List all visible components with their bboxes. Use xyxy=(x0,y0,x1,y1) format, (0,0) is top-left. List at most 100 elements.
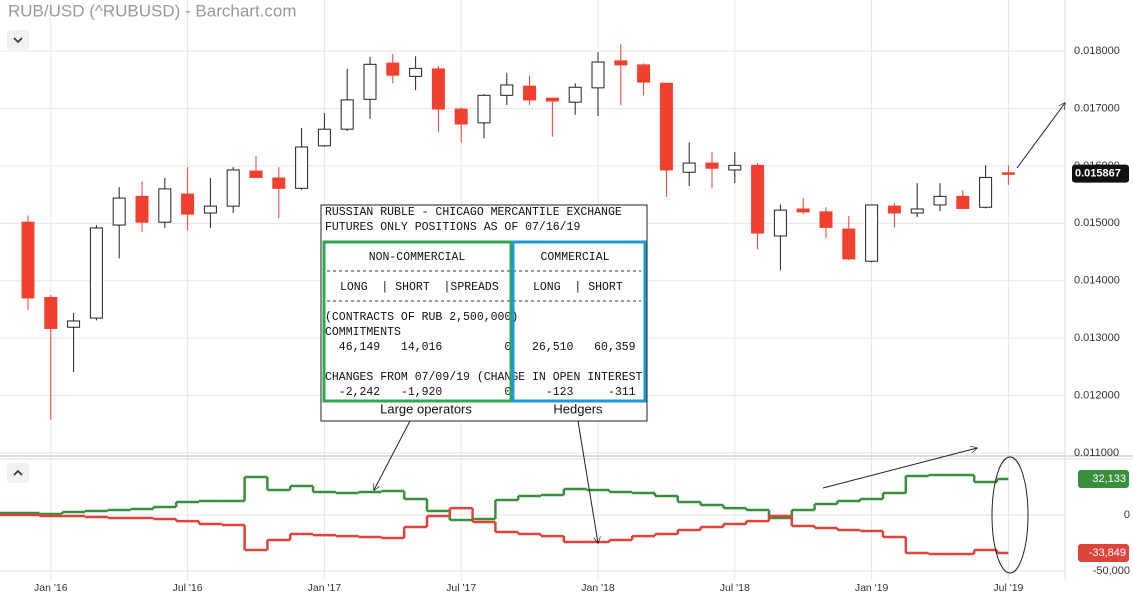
arrow xyxy=(577,420,598,543)
x-tick-label: Jul '17 xyxy=(446,582,476,593)
candle-body xyxy=(135,195,149,223)
report-body: (CONTRACTS OF RUB 2,500,000)COMMITMENTS … xyxy=(325,311,643,399)
last-value-badge xyxy=(1078,470,1129,489)
candle-body xyxy=(295,146,309,189)
report-line: COMMITMENTS xyxy=(325,326,401,339)
candle-body xyxy=(682,162,696,173)
candle-body xyxy=(591,61,605,89)
collapse-button[interactable] xyxy=(7,463,29,483)
last-value-label: 32,133 xyxy=(1092,473,1126,485)
chart-title: RUB/USD (^RUBUSD) - Barchart.com xyxy=(8,1,297,20)
candle-body xyxy=(226,169,240,207)
candle-body xyxy=(637,64,651,83)
report-line: -2,242 -1,920 0 -123 -311 xyxy=(325,386,636,399)
candle-body xyxy=(363,63,377,100)
candle-body xyxy=(500,84,514,96)
candle-body xyxy=(340,99,354,130)
x-tick-label: Jan '18 xyxy=(581,582,615,593)
annotations xyxy=(374,103,1065,574)
candle-body xyxy=(44,296,58,329)
chevron-icon xyxy=(13,37,23,44)
candle-body xyxy=(819,211,833,228)
chevron-icon xyxy=(13,469,23,476)
column-header: LONG | SHORT |SPREADS xyxy=(340,281,499,294)
candle-body xyxy=(409,67,423,77)
candle-body xyxy=(158,188,172,223)
last-value-badge xyxy=(1078,543,1129,562)
candle-body xyxy=(249,170,263,178)
group-label: Large operators xyxy=(380,401,472,416)
arrow xyxy=(1016,103,1065,169)
arrow xyxy=(374,420,411,490)
candle-body xyxy=(887,205,901,214)
y-tick-label: 0.015000 xyxy=(1074,217,1120,229)
candle-body xyxy=(431,68,445,110)
last-price-label: 0.015867 xyxy=(1075,167,1121,179)
last-price-badge xyxy=(1072,164,1129,183)
candle-body xyxy=(272,177,286,189)
report-line: CHANGES FROM 07/09/19 (CHANGE IN OPEN IN… xyxy=(325,371,643,384)
group-frame xyxy=(322,240,513,403)
candle-body xyxy=(933,195,947,206)
report-title: RUSSIAN RUBLE - CHICAGO MERCANTILE EXCHA… xyxy=(325,206,622,219)
candle-body xyxy=(1001,172,1015,175)
candle-body xyxy=(454,108,468,125)
report-title: FUTURES ONLY POSITIONS AS OF 07/16/19 xyxy=(325,221,580,234)
y-tick-label: -50,000 xyxy=(1093,565,1130,577)
candle-body xyxy=(203,205,217,214)
y-tick-label: 0.012000 xyxy=(1074,389,1120,401)
arrow xyxy=(822,448,977,489)
y-tick-label: 0.017000 xyxy=(1074,102,1120,114)
group-frame xyxy=(511,240,647,403)
candle-body xyxy=(956,195,970,209)
step-line xyxy=(0,473,1009,522)
candle-body xyxy=(659,82,673,171)
candle-body xyxy=(21,221,35,299)
candle-body xyxy=(89,227,103,319)
candle-body xyxy=(979,176,993,208)
marks: 0.011000 0.012000 0.013000 0.014000 0.015000… xyxy=(0,44,1130,593)
column-header: LONG | SHORT xyxy=(533,281,623,294)
report-line: (CONTRACTS OF RUB 2,500,000) xyxy=(325,311,518,324)
y-tick-label: 0.018000 xyxy=(1074,45,1120,57)
collapse-button[interactable] xyxy=(7,30,29,50)
button-bg[interactable] xyxy=(7,463,29,483)
candle-body xyxy=(773,209,787,237)
candle-body xyxy=(317,128,331,147)
candle-body xyxy=(181,193,195,215)
x-tick-label: Jul '18 xyxy=(720,582,750,593)
candle-body xyxy=(614,60,628,66)
candle-body xyxy=(523,85,537,101)
y-tick-label: 0 xyxy=(1124,509,1130,521)
candle-body xyxy=(545,97,559,102)
candle-body xyxy=(865,204,879,262)
candle-body xyxy=(568,86,582,103)
candle-body xyxy=(910,208,924,214)
candle-body xyxy=(112,197,126,226)
candle-body xyxy=(796,208,810,213)
x-tick-label: Jul '16 xyxy=(173,582,203,593)
column-group: COMMERCIAL xyxy=(540,251,609,264)
x-tick-label: Jul '19 xyxy=(993,582,1023,593)
step-line xyxy=(0,506,1009,556)
y-tick-label: 0.011000 xyxy=(1074,447,1119,459)
report-line: 46,149 14,016 0 26,510 60,359 xyxy=(325,341,636,354)
candle-body xyxy=(751,164,765,234)
candle-body xyxy=(386,62,400,76)
last-value-label: -33,849 xyxy=(1089,547,1126,559)
x-tick-label: Jan '16 xyxy=(34,582,68,593)
candle-body xyxy=(842,228,856,260)
x-tick-label: Jan '19 xyxy=(855,582,889,593)
highlight-ellipse xyxy=(991,456,1029,574)
y-tick-label: 0.014000 xyxy=(1074,275,1120,287)
group-label: Hedgers xyxy=(553,401,603,416)
button-bg[interactable] xyxy=(7,30,29,50)
column-group: NON-COMMERCIAL xyxy=(369,251,466,264)
candle-body xyxy=(67,320,81,328)
report-box: RUSSIAN RUBLE - CHICAGO MERCANTILE EXCHA… xyxy=(320,204,648,422)
y-tick-label: 0.013000 xyxy=(1074,332,1120,344)
candle-body xyxy=(705,162,719,169)
x-tick-label: Jan '17 xyxy=(308,582,342,593)
